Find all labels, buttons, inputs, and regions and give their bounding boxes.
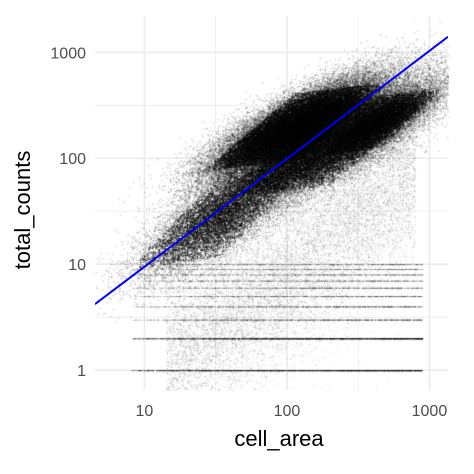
y-tick-label: 1000 bbox=[50, 45, 86, 62]
y-tick-label: 10 bbox=[68, 257, 86, 274]
y-tick-label: 100 bbox=[59, 151, 86, 168]
x-axis-title: cell_area bbox=[234, 426, 324, 451]
x-tick-label: 1000 bbox=[412, 403, 448, 420]
tick-labels: 10 100 1000 1 10 100 1000 bbox=[50, 45, 447, 420]
y-tick-label: 1 bbox=[77, 363, 86, 380]
reference-line bbox=[95, 36, 448, 305]
x-tick-label: 10 bbox=[136, 403, 154, 420]
x-tick-label: 100 bbox=[274, 403, 301, 420]
y-axis-title: total_counts bbox=[10, 151, 35, 270]
reference-line-layer bbox=[95, 36, 448, 305]
